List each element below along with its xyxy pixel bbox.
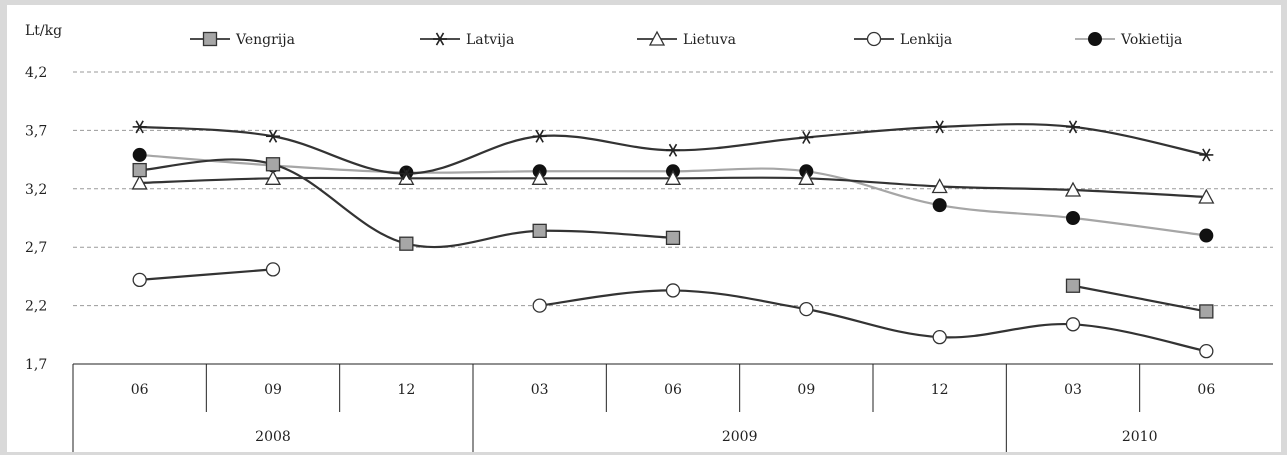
y-tick-label: 2,2 — [25, 299, 47, 315]
asterisk-stroke — [535, 129, 544, 143]
line-chart: 4,23,73,22,72,21,7 Lt/kg 06 09 12 03 06 09 12 0… — [25, 23, 1273, 452]
x-tick-label: 09 — [797, 382, 815, 398]
data-point-lenkija — [799, 301, 814, 317]
y-axis-unit-label: Lt/kg — [25, 23, 62, 39]
year-label: 2009 — [722, 429, 758, 445]
data-point-vokietija — [1066, 211, 1080, 225]
data-point-vokietija — [932, 198, 947, 213]
legend-label: Vokietija — [1120, 32, 1182, 48]
asterisk-stroke — [135, 120, 144, 134]
x-tick-label: 06 — [1197, 382, 1215, 398]
asterisk-stroke — [435, 32, 445, 46]
x-tick-label: 06 — [131, 382, 149, 398]
asterisk-stroke — [668, 143, 678, 157]
x-tick-label: 09 — [264, 382, 282, 398]
data-point-vengrija — [1065, 278, 1081, 293]
x-tick-label: 12 — [397, 382, 415, 398]
data-point-latvija — [799, 130, 814, 144]
y-tick-label: 1,7 — [25, 357, 47, 373]
data-point-latvija — [666, 143, 680, 157]
year-label: 2008 — [255, 429, 291, 445]
legend: Vengrija Latvija Lietuva Lenkija Vokietija — [190, 30, 1182, 48]
legend-item-vengrija: Vengrija — [190, 31, 295, 48]
grid-lines — [73, 71, 1273, 307]
legend-marker-lietuva — [648, 30, 666, 46]
series-line-lenkija — [139, 268, 274, 282]
asterisk-stroke — [402, 167, 411, 181]
data-point-latvija — [1066, 120, 1080, 134]
data-point-lietuva — [264, 169, 282, 185]
x-tick-label: 03 — [1064, 382, 1082, 398]
data-point-latvija — [1199, 148, 1214, 162]
data-point-lenkija — [1065, 317, 1081, 332]
data-point-lenkija — [132, 272, 147, 288]
asterisk-stroke — [802, 130, 811, 144]
data-point-vengrija — [132, 162, 147, 178]
asterisk-stroke — [1068, 120, 1078, 134]
data-point-lenkija — [1199, 344, 1214, 359]
asterisk-stroke — [268, 129, 278, 143]
x-tick-label: 06 — [664, 382, 682, 398]
y-tick-label: 3,7 — [25, 123, 47, 139]
data-point-vengrija — [532, 223, 547, 238]
series-line-lenkija — [539, 289, 1207, 353]
legend-marker-lenkija — [866, 31, 882, 47]
y-tick-label: 3,2 — [25, 182, 47, 198]
asterisk-stroke — [935, 120, 944, 134]
asterisk-stroke — [1202, 148, 1211, 162]
data-point-vengrija — [1199, 304, 1214, 319]
data-point-latvija — [132, 120, 147, 134]
legend-item-vokietija: Vokietija — [1075, 32, 1182, 48]
data-point-vengrija — [665, 230, 681, 246]
legend-label: Vengrija — [235, 32, 295, 48]
year-label: 2010 — [1122, 429, 1158, 445]
x-axis-categories: 06 09 12 03 06 09 12 03 06 — [131, 364, 1215, 412]
data-point-lietuva — [131, 174, 148, 190]
legend-item-lietuva: Lietuva — [637, 30, 736, 48]
legend-item-lenkija: Lenkija — [854, 31, 952, 48]
x-tick-label: 12 — [931, 382, 949, 398]
data-point-vengrija — [265, 157, 281, 172]
legend-label: Lietuva — [683, 32, 736, 48]
legend-label: Lenkija — [900, 32, 952, 48]
data-point-lietuva — [1064, 181, 1082, 197]
legend-label: Latvija — [466, 32, 514, 48]
legend-item-latvija: Latvija — [420, 32, 514, 48]
legend-marker-vengrija — [202, 31, 218, 47]
data-point-lietuva — [1198, 188, 1215, 204]
x-tick-label: 03 — [531, 382, 549, 398]
data-point-lenkija — [265, 262, 281, 277]
series-markers — [131, 120, 1215, 359]
data-point-latvija — [399, 167, 414, 181]
legend-marker-vokietija — [1088, 32, 1102, 46]
data-point-lietuva — [798, 169, 815, 185]
data-point-lietuva — [931, 178, 948, 194]
chart-frame: 4,2 3,7 3,2 2,7 2,2 1,7 Lt/kg 06 09 12 03 06 09 12 0… — [7, 5, 1281, 452]
data-point-vokietija — [132, 147, 147, 162]
data-point-latvija — [932, 120, 947, 134]
data-point-latvija — [532, 129, 547, 143]
x-axis-year-groups: 2008 2009 2010 — [255, 412, 1157, 452]
data-point-latvija — [266, 129, 280, 143]
data-point-lietuva — [531, 169, 548, 185]
series-line-vengrija — [1072, 284, 1207, 313]
legend-marker-latvija — [433, 32, 447, 46]
data-point-lenkija — [932, 329, 947, 345]
y-axis-ticks: 4,2 3,7 3,2 2,7 2,2 1,7 — [25, 65, 47, 373]
y-tick-label: 4,2 — [25, 65, 47, 81]
axes — [72, 363, 1273, 452]
data-point-lietuva — [664, 169, 682, 185]
y-tick-label: 2,7 — [25, 240, 47, 256]
data-point-lenkija — [665, 283, 681, 298]
data-point-lietuva — [398, 169, 415, 185]
data-point-lenkija — [532, 298, 547, 313]
data-point-vokietija — [1199, 228, 1214, 243]
data-point-vengrija — [399, 236, 414, 251]
